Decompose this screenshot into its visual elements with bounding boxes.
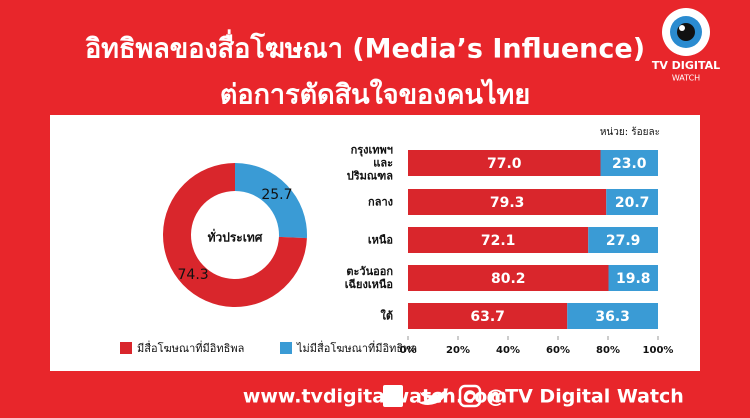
- legend-label: ไม่มีสื่อโฆษณาที่มีอิทธิพล: [296, 340, 417, 355]
- social-icons: [383, 384, 482, 408]
- value-label: 19.8: [616, 271, 651, 287]
- title: อิทธิพลของสื่อโฆษณา (Media’s Influence): [85, 29, 645, 65]
- bar: [408, 303, 568, 329]
- category-label: ตะวันออก เฉียงเหนือ: [344, 265, 393, 291]
- value-label: 20.7: [615, 195, 650, 211]
- logo-text: TV DIGITAL: [652, 59, 720, 72]
- x-tick-label: 80%: [596, 345, 620, 356]
- title: ต่อการตัดสินใจของคนไทย: [220, 79, 530, 111]
- value-label: 79.3: [490, 195, 525, 211]
- x-tick-label: 100%: [643, 345, 674, 356]
- footer-social: @TV Digital Watch: [486, 386, 684, 408]
- bar: [567, 303, 658, 329]
- value-label: 72.1: [481, 233, 516, 249]
- unit-note: หน่วย: ร้อยละ: [600, 126, 660, 138]
- donut-slice: [235, 163, 307, 239]
- legend-label: มีสื่อโฆษณาที่มีอิทธิพล: [137, 340, 244, 355]
- bar: [408, 189, 607, 215]
- category-label: เหนือ: [367, 233, 393, 247]
- bar: [408, 265, 609, 291]
- value-label: 80.2: [491, 271, 526, 287]
- legend-swatch: [120, 342, 132, 354]
- x-tick-label: 20%: [446, 345, 470, 356]
- category-label: ใต้: [380, 309, 393, 323]
- value-label: 74.3: [178, 267, 209, 283]
- value-label: 36.3: [595, 309, 630, 325]
- legend-swatch: [280, 342, 292, 354]
- logo: [662, 8, 710, 56]
- x-tick-label: 0%: [400, 345, 417, 356]
- x-tick-label: 40%: [496, 345, 520, 356]
- bar: [608, 265, 658, 291]
- value-label: 77.0: [487, 156, 522, 172]
- donut-slice: [163, 163, 307, 307]
- logo-text: WATCH: [672, 74, 700, 83]
- center-label: ทั่วประเทศ: [208, 229, 263, 245]
- bar: [600, 150, 658, 176]
- x-tick-label: 60%: [546, 345, 570, 356]
- value-label: 63.7: [470, 309, 505, 325]
- value-label: 25.7: [261, 187, 292, 203]
- bar: [408, 227, 589, 253]
- category-label: กรุงเทพฯ และ ปริมณฑล: [346, 143, 393, 183]
- bar: [606, 189, 658, 215]
- footer-url: www.tvdigitalwatch.com: [243, 386, 507, 408]
- value-label: 27.9: [606, 233, 641, 249]
- bar: [408, 150, 601, 176]
- bar: [588, 227, 658, 253]
- category-label: กลาง: [368, 195, 393, 209]
- value-label: 23.0: [612, 156, 647, 172]
